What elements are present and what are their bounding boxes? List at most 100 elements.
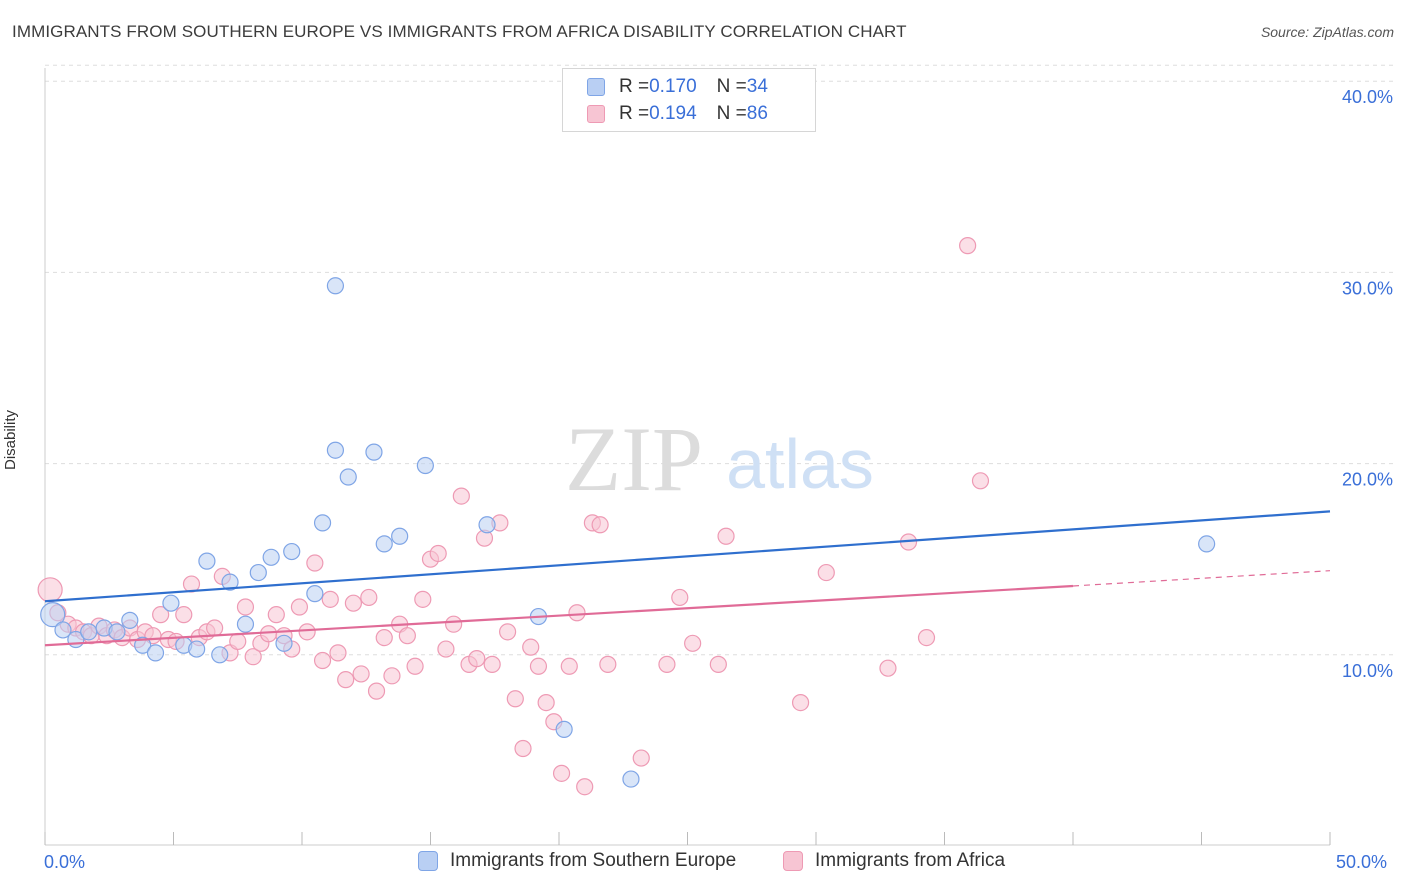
southern-europe-point — [365, 443, 383, 461]
southern-europe-point — [283, 542, 301, 561]
southern-europe-point — [249, 563, 267, 582]
africa-point — [560, 657, 578, 675]
africa-point — [971, 472, 990, 490]
africa-point — [344, 594, 362, 612]
y-tick-label: 20.0% — [1342, 470, 1393, 490]
southern-europe-point — [54, 621, 72, 639]
southern-europe-point — [80, 623, 98, 641]
blue-swatch — [418, 851, 438, 871]
n-label: N = — [716, 76, 747, 97]
southern-europe-point — [391, 527, 409, 545]
africa-point — [537, 693, 555, 712]
africa-point — [483, 655, 501, 673]
r-label: R = — [619, 103, 650, 124]
legend-item-southern-europe[interactable]: Immigrants from Southern Europe — [418, 850, 736, 872]
africa-point — [229, 632, 247, 651]
africa-point — [337, 671, 355, 689]
africa-point — [514, 739, 532, 758]
trend-lines — [44, 510, 1331, 647]
southern-europe-point — [306, 585, 324, 603]
southern-europe-point — [339, 468, 357, 486]
southern-europe-point — [108, 623, 126, 641]
africa-point — [452, 487, 470, 505]
africa-point — [917, 628, 936, 647]
africa-point — [468, 650, 486, 668]
southern-europe-point — [134, 636, 152, 654]
y-tick-label: 10.0% — [1342, 661, 1393, 681]
y-tick-label: 40.0% — [1342, 87, 1393, 107]
southern-europe-point — [236, 615, 255, 633]
africa-point — [817, 563, 835, 582]
southern-europe-point — [121, 611, 139, 629]
southern-europe-points — [40, 277, 1216, 788]
legend-item-africa[interactable]: Immigrants from Africa — [783, 850, 1005, 872]
legend-label: Immigrants from Southern Europe — [450, 850, 737, 871]
africa-trend-extension — [1072, 570, 1331, 587]
africa-point — [591, 516, 609, 534]
africa-point — [360, 588, 378, 607]
correlation-legend: R = 0.170 N = 34 R = 0.194 N = 86 — [562, 68, 816, 132]
n-label: N = — [716, 103, 747, 124]
africa-point — [398, 627, 416, 645]
pink-swatch — [783, 851, 803, 871]
africa-point — [671, 588, 689, 607]
africa-point — [152, 606, 170, 624]
southern-europe-point — [262, 548, 280, 566]
southern-europe-point — [40, 602, 66, 628]
r-value: 0.170 — [649, 76, 697, 97]
africa-point — [529, 657, 548, 675]
legend-row-southern-europe: R = 0.170 N = 34 — [587, 75, 768, 99]
legend-label: Immigrants from Africa — [815, 850, 1006, 871]
southern-europe-point — [146, 644, 165, 662]
africa-point — [522, 638, 540, 656]
africa-point — [429, 544, 447, 563]
africa-point — [267, 606, 285, 624]
africa-point — [367, 682, 386, 700]
southern-europe-point — [275, 634, 293, 652]
africa-point — [576, 778, 594, 796]
africa-point — [506, 690, 524, 708]
n-value: 86 — [746, 103, 768, 124]
africa-point — [684, 634, 702, 652]
africa-point — [445, 615, 463, 633]
southern-europe-point — [1198, 535, 1216, 553]
africa-point — [175, 606, 193, 624]
africa-point — [352, 665, 370, 683]
southern-europe-point — [326, 441, 345, 459]
r-label: R = — [619, 76, 650, 97]
watermark-zip: ZIP — [565, 408, 703, 510]
axes — [44, 68, 1331, 846]
x-tick-label-min: 0.0% — [44, 852, 86, 872]
africa-points — [37, 237, 990, 796]
africa-point — [329, 644, 347, 662]
africa-point — [568, 604, 586, 622]
blue-swatch — [587, 78, 605, 96]
africa-point — [321, 590, 339, 608]
watermark: ZIP atlas — [565, 408, 874, 510]
africa-point — [298, 623, 316, 641]
pink-swatch — [587, 105, 605, 123]
southern-europe-point — [416, 456, 434, 475]
africa-point — [236, 598, 255, 616]
africa-point — [375, 628, 393, 647]
africa-point — [290, 598, 309, 616]
africa-point — [552, 764, 571, 782]
n-value: 34 — [746, 76, 768, 97]
africa-point — [383, 667, 401, 685]
gridlines — [45, 64, 1395, 656]
r-value: 0.194 — [649, 103, 697, 124]
chart-title: IMMIGRANTS FROM SOUTHERN EUROPE VS IMMIG… — [12, 22, 907, 41]
y-tick-labels: 10.0% 20.0% 30.0% 40.0% — [1342, 87, 1393, 681]
source-credit: Source: ZipAtlas.com — [1260, 24, 1394, 40]
southern-europe-point — [375, 535, 393, 553]
southern-europe-point — [211, 646, 229, 664]
x-tick-label-max: 50.0% — [1336, 852, 1388, 872]
southern-europe-point — [188, 640, 206, 658]
africa-point — [709, 655, 727, 673]
africa-point — [658, 655, 676, 673]
africa-point — [414, 590, 432, 608]
africa-point — [206, 619, 224, 637]
africa-point — [632, 749, 650, 767]
southern-europe-point — [221, 573, 239, 591]
southern-europe-point — [162, 594, 180, 612]
